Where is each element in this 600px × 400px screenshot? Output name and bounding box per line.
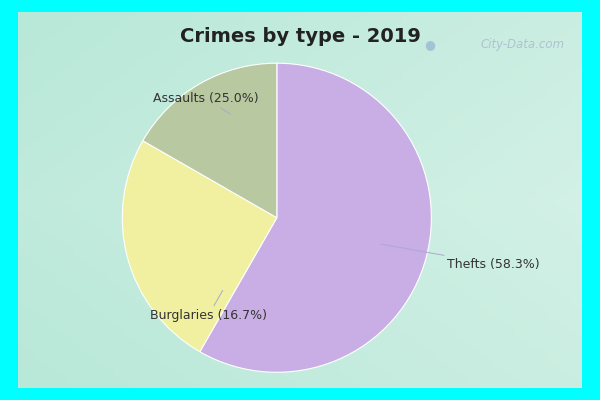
Wedge shape [143,63,277,218]
Wedge shape [200,63,431,372]
Text: Thefts (58.3%): Thefts (58.3%) [380,244,539,270]
Text: Crimes by type - 2019: Crimes by type - 2019 [179,27,421,46]
Wedge shape [122,141,277,352]
Text: Burglaries (16.7%): Burglaries (16.7%) [150,290,267,322]
Text: ●: ● [424,38,435,51]
Text: Assaults (25.0%): Assaults (25.0%) [153,92,259,114]
Text: City-Data.com: City-Data.com [481,38,565,51]
